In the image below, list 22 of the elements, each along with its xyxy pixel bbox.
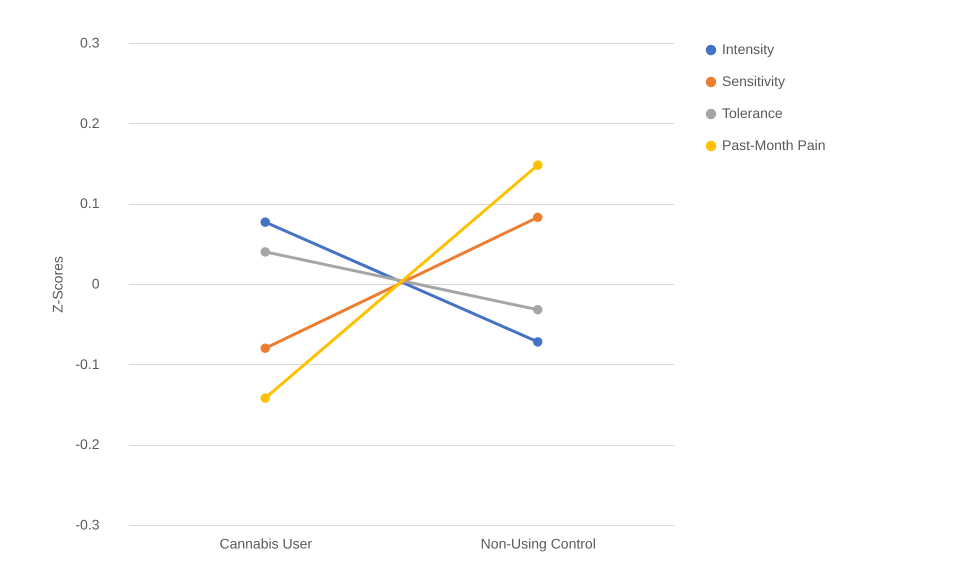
- legend-label: Intensity: [722, 41, 774, 57]
- y-axis-title: Z-Scores: [49, 256, 66, 313]
- point: [533, 337, 542, 347]
- y-tick-label: 0.3: [80, 34, 100, 50]
- point: [260, 247, 270, 257]
- y-tick-label: 0.2: [80, 114, 100, 131]
- point: [260, 393, 270, 403]
- y-tick-label: 0: [92, 276, 100, 292]
- point: [260, 217, 270, 227]
- y-tick-label: -0.2: [75, 436, 100, 452]
- point: [260, 344, 270, 353]
- legend-label: Sensitivity: [722, 73, 786, 89]
- point: [533, 160, 542, 170]
- legend-label: Past-Month Pain: [722, 137, 826, 153]
- y-tick-label: 0.1: [80, 195, 100, 212]
- legend-label: Tolerance: [722, 105, 783, 121]
- point: [533, 304, 542, 314]
- x-tick-label: Non-Using Control: [480, 536, 596, 552]
- y-tick-label: -0.3: [75, 516, 100, 532]
- point: [533, 212, 542, 222]
- y-tick-label: -0.1: [75, 356, 100, 372]
- x-tick-label: Cannabis User: [219, 536, 312, 552]
